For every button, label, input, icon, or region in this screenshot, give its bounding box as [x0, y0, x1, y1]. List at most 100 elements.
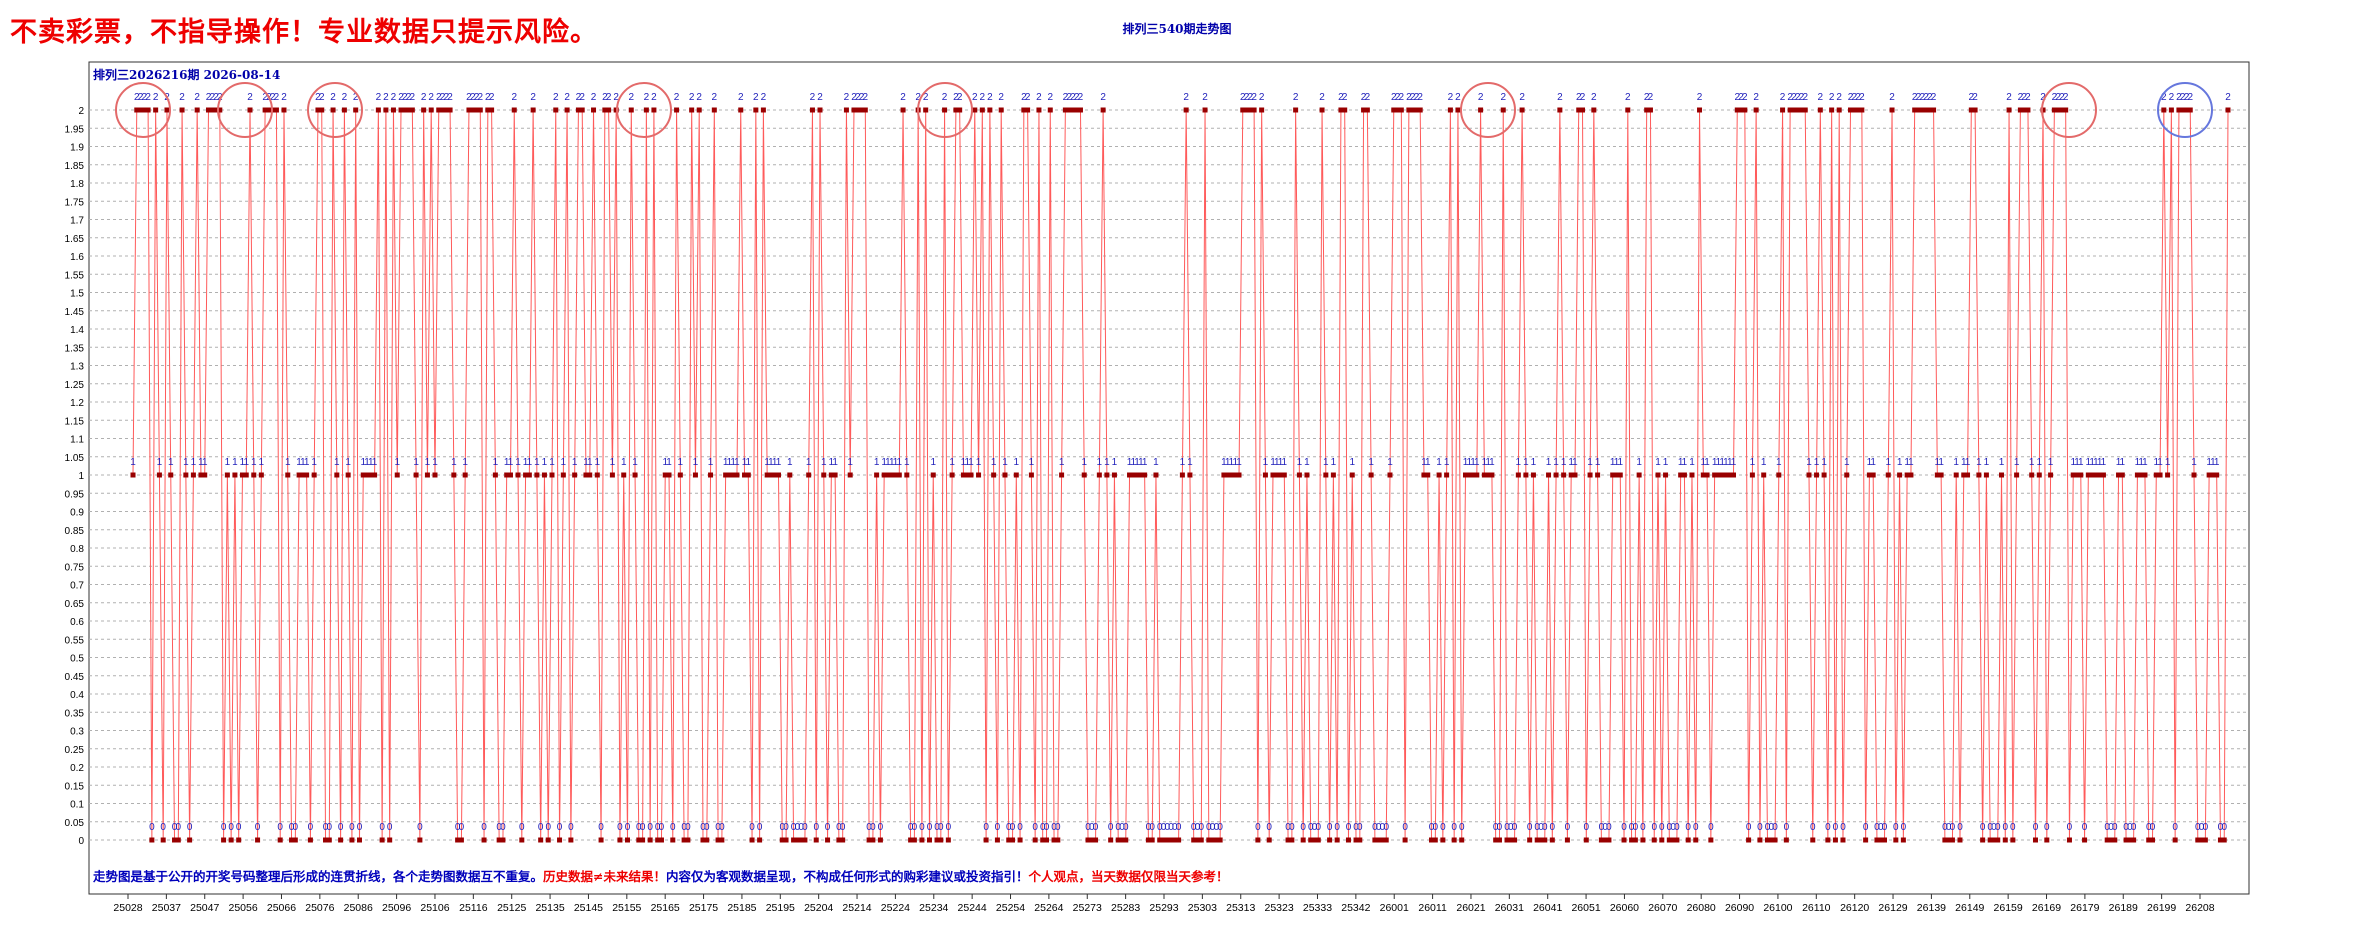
data-point [1957, 837, 1963, 843]
data-point [1383, 837, 1389, 843]
data-point [1783, 837, 1789, 843]
data-label: 1 [425, 457, 431, 468]
data-point [1345, 837, 1351, 843]
data-point [1874, 837, 1880, 843]
data-label: 0 [1991, 822, 1997, 833]
data-label: 1 [225, 457, 231, 468]
data-label: 2 [1557, 92, 1563, 103]
data-label: 0 [1315, 822, 1321, 833]
data-point [1221, 472, 1227, 478]
data-label: 1 [889, 457, 895, 468]
data-point [1715, 472, 1721, 478]
data-point [1764, 837, 1770, 843]
data-label: 1 [968, 457, 974, 468]
data-label: 2 [485, 92, 491, 103]
data-label: 0 [640, 822, 646, 833]
data-label: 0 [568, 822, 574, 833]
data-label: 0 [1651, 822, 1657, 833]
data-point [1965, 472, 1971, 478]
data-point [2029, 472, 2035, 478]
data-label: 1 [2070, 457, 2076, 468]
y-tick-label: 2 [78, 106, 84, 117]
data-point [2161, 107, 2167, 113]
data-point [1470, 472, 1476, 478]
data-point [1417, 107, 1423, 113]
data-label: 2 [319, 92, 325, 103]
data-point [2040, 107, 2046, 113]
data-label: 0 [1055, 822, 1061, 833]
data-point [1557, 107, 1563, 113]
data-point [485, 107, 491, 113]
data-label: 2 [753, 92, 759, 103]
data-label: 1 [300, 457, 306, 468]
data-point [1194, 837, 1200, 843]
data-label: 0 [187, 822, 193, 833]
data-label: 2 [353, 92, 359, 103]
data-point [900, 107, 906, 113]
data-label: 0 [1176, 822, 1182, 833]
data-point [798, 837, 804, 843]
data-point [1070, 107, 1076, 113]
data-point [681, 837, 687, 843]
data-point [1130, 472, 1136, 478]
data-point [1659, 837, 1665, 843]
data-label: 0 [379, 822, 385, 833]
data-point [2131, 837, 2137, 843]
data-label: 0 [2131, 822, 2137, 833]
data-point [1908, 472, 1914, 478]
plot-frame [88, 61, 2250, 895]
data-point [368, 472, 374, 478]
data-point [2104, 837, 2110, 843]
data-point [889, 472, 895, 478]
data-point [1859, 107, 1865, 113]
data-point [1285, 837, 1291, 843]
data-label: 1 [549, 457, 555, 468]
data-label: 2 [1780, 92, 1786, 103]
x-tick-label: 25195 [766, 902, 795, 914]
data-label: 0 [938, 822, 944, 833]
data-label: 0 [1285, 822, 1291, 833]
data-label: 2 [2176, 92, 2182, 103]
data-label: 2 [1063, 92, 1069, 103]
data-point [1810, 837, 1816, 843]
issue-label: 排列三2026216期 2026-08-14 [93, 68, 281, 82]
data-label: 0 [1957, 822, 1963, 833]
data-point [387, 837, 393, 843]
data-point [896, 472, 902, 478]
data-label: 1 [191, 457, 197, 468]
data-label: 0 [1119, 822, 1125, 833]
data-point [2134, 472, 2140, 478]
data-point [1308, 837, 1314, 843]
data-point [417, 837, 423, 843]
data-label: 2 [1259, 92, 1265, 103]
data-label: 0 [1123, 822, 1129, 833]
data-point [987, 107, 993, 113]
data-point [647, 837, 653, 843]
data-label: 2 [477, 92, 483, 103]
data-point [1398, 107, 1404, 113]
data-label: 2 [817, 92, 823, 103]
data-point [1961, 472, 1967, 478]
data-point [266, 107, 272, 113]
data-label: 1 [1961, 457, 1967, 468]
data-label: 1 [1723, 457, 1729, 468]
data-label: 1 [259, 457, 265, 468]
data-point [1391, 107, 1397, 113]
data-label: 1 [1229, 457, 1235, 468]
data-point [160, 837, 166, 843]
data-label: 0 [1334, 822, 1340, 833]
data-label: 1 [1663, 457, 1669, 468]
data-point [1017, 837, 1023, 843]
data-label: 2 [855, 92, 861, 103]
data-point [828, 472, 834, 478]
data-point [307, 837, 313, 843]
data-label: 0 [176, 822, 182, 833]
data-label: 1 [1463, 457, 1469, 468]
data-label: 0 [1765, 822, 1771, 833]
data-point [1598, 837, 1604, 843]
data-label: 1 [527, 457, 533, 468]
data-label: 0 [2104, 822, 2110, 833]
data-point [1666, 837, 1672, 843]
data-point [2006, 107, 2012, 113]
data-point [1697, 107, 1703, 113]
